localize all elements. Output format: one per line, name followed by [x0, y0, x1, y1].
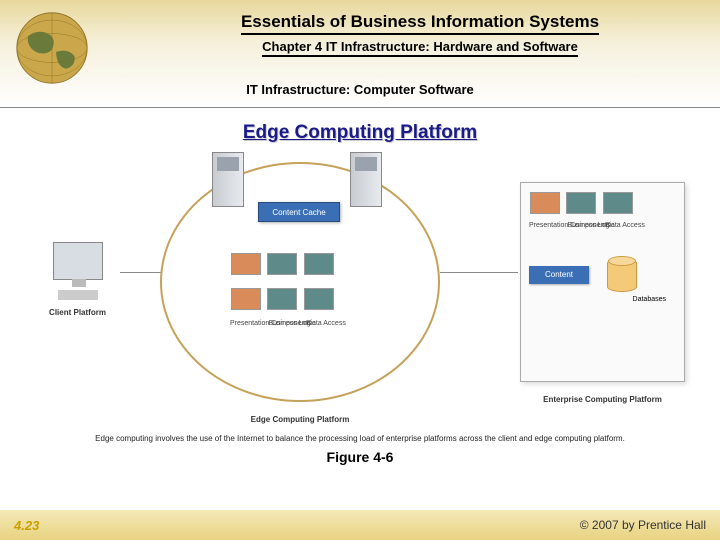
col-label: Business Logic: [268, 320, 302, 327]
header-band: Essentials of Business Information Syste…: [0, 0, 720, 108]
globe-icon: [12, 8, 92, 88]
grid-cell: [231, 253, 261, 275]
connector-line: [120, 272, 162, 273]
main-title: Essentials of Business Information Syste…: [241, 12, 599, 35]
database-icon: [607, 258, 637, 292]
db-label: Databases: [529, 296, 676, 303]
content-cache-label: Content Cache: [258, 202, 340, 222]
enterprise-content-label: Content: [529, 266, 589, 284]
page-number: 4.23: [14, 518, 39, 533]
grid-cell: [566, 192, 596, 214]
edge-grid: Presentation Components Business Logic D…: [230, 252, 341, 338]
caption: Edge computing involves the use of the I…: [0, 434, 720, 443]
figure-number: Figure 4-6: [0, 449, 720, 465]
grid-cell: [530, 192, 560, 214]
copyright: © 2007 by Prentice Hall: [580, 518, 706, 532]
section-title: IT Infrastructure: Computer Software: [0, 82, 720, 97]
diagram: Client Platform Content Cache Presentati…: [20, 152, 700, 432]
client-platform: Client Platform: [35, 242, 120, 317]
enterprise-platform-label: Enterprise Computing Platform: [520, 395, 685, 404]
grid-cell: [231, 288, 261, 310]
enterprise-box: Presentation Components Business Logic D…: [520, 182, 685, 382]
monitor-icon: [53, 242, 103, 280]
grid-cell: [267, 253, 297, 275]
title-area: Essentials of Business Information Syste…: [140, 12, 700, 57]
footer: 4.23 © 2007 by Prentice Hall: [0, 510, 720, 540]
grid-cell: [603, 192, 633, 214]
grid-cell: [304, 288, 334, 310]
slide-title: Edge Computing Platform: [0, 122, 720, 144]
col-label: Presentation Components: [529, 222, 563, 229]
col-label: Business Logic: [567, 222, 601, 229]
col-label: Data Access: [606, 222, 640, 229]
grid-cell: [267, 288, 297, 310]
edge-platform-label: Edge Computing Platform: [230, 415, 370, 424]
grid-cell: [304, 253, 334, 275]
client-label: Client Platform: [35, 308, 120, 317]
keyboard-icon: [58, 290, 98, 300]
col-label: Data Access: [307, 320, 341, 327]
sub-title: Chapter 4 IT Infrastructure: Hardware an…: [262, 39, 578, 57]
edge-server-left-icon: [212, 152, 244, 207]
edge-server-right-icon: [350, 152, 382, 207]
col-label: Presentation Components: [230, 320, 264, 327]
connector-line: [440, 272, 518, 273]
